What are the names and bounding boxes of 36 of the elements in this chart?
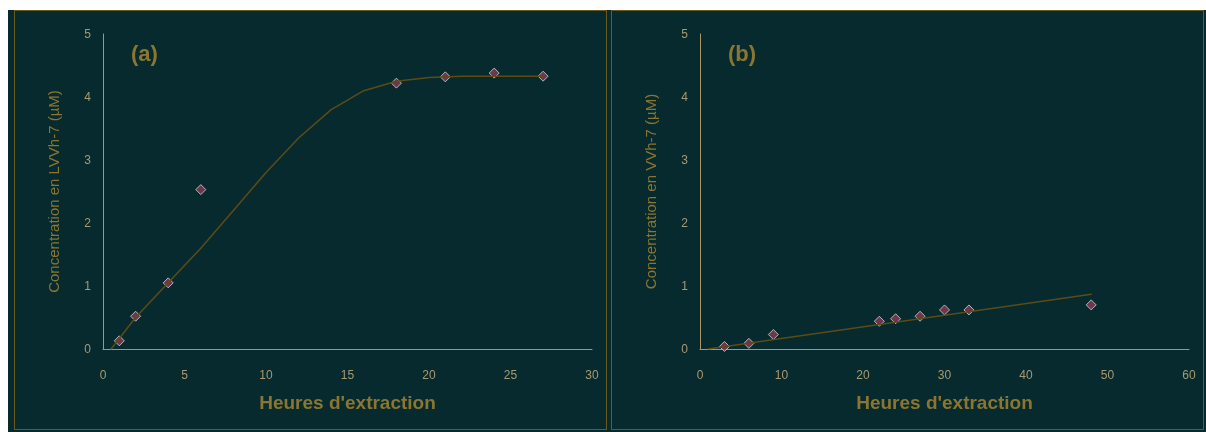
- x-tick-label: 20: [422, 368, 436, 382]
- x-tick-label: 25: [503, 368, 518, 382]
- x-tick-label: 30: [585, 368, 599, 382]
- x-tick-label: 60: [1182, 368, 1196, 382]
- x-tick-label: 10: [774, 368, 789, 382]
- y-tick-label: 3: [681, 153, 689, 167]
- x-axis-title: Heures d'extraction: [259, 392, 436, 413]
- y-tick-label: 0: [84, 342, 92, 356]
- point: [873, 315, 885, 327]
- y-tick-label: 1: [84, 279, 92, 293]
- x-tick-label: 20: [856, 368, 870, 382]
- y-axis-title: Concentration en LVVh-7 (µM): [45, 90, 62, 293]
- point: [195, 184, 207, 196]
- x-tick-label: 10: [259, 368, 273, 382]
- y-tick-label: 4: [681, 90, 689, 104]
- x-tick-label: 0: [696, 368, 704, 382]
- y-tick-label: 2: [681, 216, 689, 230]
- y-tick-label: 0: [681, 342, 689, 356]
- y-tick-label: 5: [681, 27, 689, 41]
- x-tick-label: 0: [99, 368, 107, 382]
- x-tick-label: 15: [340, 368, 355, 382]
- y-tick-label: 2: [84, 216, 92, 230]
- x-tick-label: 50: [1100, 368, 1115, 382]
- annotation: (b): [728, 40, 757, 66]
- annotation: (a): [131, 40, 158, 66]
- x-axis-title: Heures d'extraction: [856, 392, 1033, 413]
- y-tick-label: 1: [681, 279, 689, 293]
- point: [1085, 299, 1097, 311]
- y-axis-title: Concentration en VVh-7 (µM): [642, 93, 659, 290]
- x-tick-label: 5: [181, 368, 189, 382]
- y-tick-label: 5: [84, 27, 92, 41]
- x-tick-label: 30: [937, 368, 952, 382]
- x-tick-label: 40: [1019, 368, 1033, 382]
- point: [939, 304, 950, 316]
- y-tick-label: 3: [84, 153, 92, 167]
- y-tick-label: 4: [84, 90, 92, 104]
